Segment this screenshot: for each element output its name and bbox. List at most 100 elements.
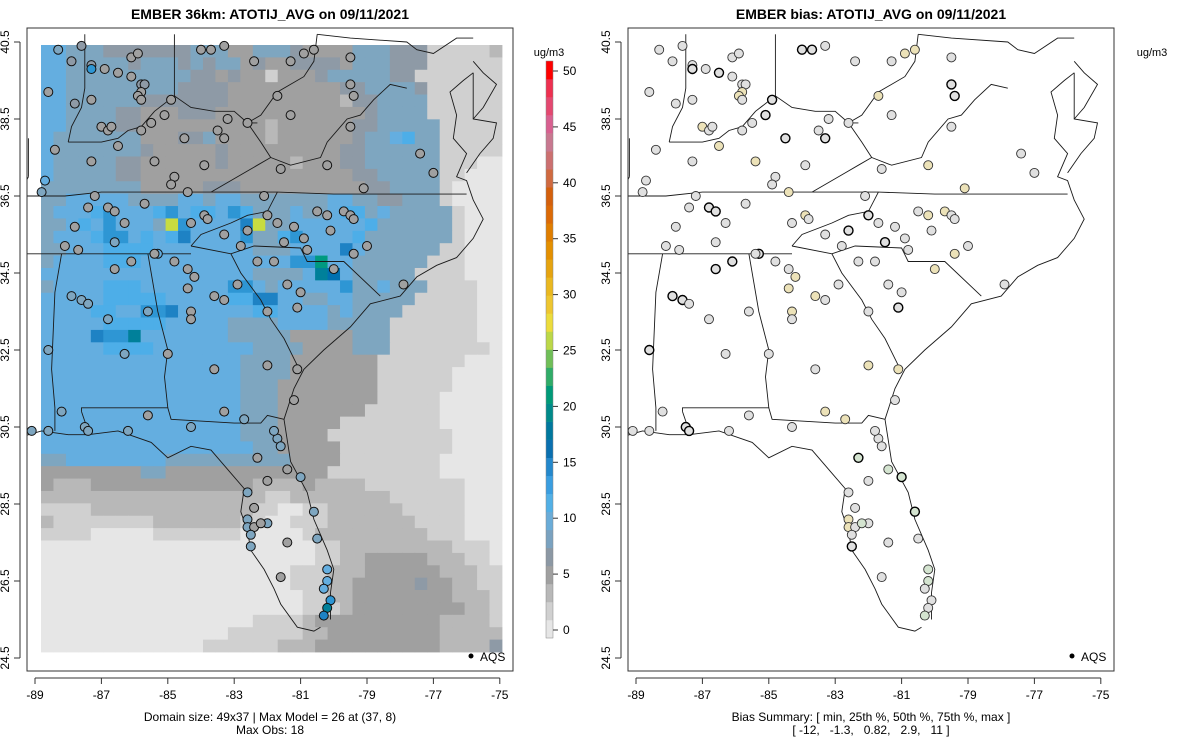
station-marker: [787, 422, 797, 432]
grid-cell: [103, 292, 117, 306]
grid-cell: [489, 317, 503, 331]
grid-cell: [65, 515, 79, 529]
grid-cell: [352, 540, 366, 554]
colorbar-swatch: [546, 295, 553, 314]
grid-cell: [327, 168, 341, 182]
station-marker: [783, 264, 794, 275]
grid-cell: [252, 82, 266, 95]
grid-cell: [364, 305, 378, 318]
grid-cell: [190, 144, 204, 157]
grid-cell: [364, 144, 378, 157]
colorbar-swatch: [546, 349, 553, 368]
station-marker: [169, 256, 180, 267]
grid-cell: [90, 503, 104, 517]
grid-cell: [153, 453, 166, 467]
grid-cell: [340, 441, 353, 455]
grid-cell: [414, 156, 428, 170]
grid-cell: [41, 552, 54, 566]
grid-cell: [41, 478, 54, 492]
grid-cell: [464, 416, 478, 430]
grid-cell: [240, 602, 254, 616]
grid-cell: [489, 292, 503, 306]
grid-cell: [327, 119, 341, 133]
grid-cell: [165, 230, 179, 244]
station-marker: [893, 364, 904, 375]
grid-cell: [377, 69, 391, 83]
grid-cell: [252, 342, 266, 356]
grid-cell: [477, 490, 490, 504]
station-marker: [149, 248, 160, 259]
station-marker: [836, 241, 847, 251]
grid-cell: [190, 193, 204, 207]
grid-cell: [202, 552, 216, 566]
grid-cell: [464, 193, 478, 207]
grid-cell: [277, 181, 291, 195]
grid-cell: [240, 267, 254, 281]
state-boundary: [67, 34, 86, 143]
grid-cell: [140, 354, 154, 368]
station-marker: [747, 117, 758, 128]
grid-cell: [178, 342, 191, 356]
grid-cell: [265, 168, 279, 182]
grid-cell: [115, 94, 129, 108]
grid-cell: [452, 627, 466, 641]
grid-cell: [414, 602, 428, 616]
grid-cell: [227, 206, 241, 219]
station-marker: [790, 271, 801, 282]
state-boundary: [669, 95, 859, 143]
grid-cell: [140, 391, 154, 405]
station-marker: [245, 541, 256, 552]
grid-cell: [377, 230, 391, 244]
grid-cell: [340, 156, 353, 170]
grid-cell: [427, 305, 441, 318]
station-marker: [76, 40, 87, 51]
grid-cell: [115, 416, 129, 430]
grid-cell: [165, 404, 179, 418]
grid-cell: [340, 379, 353, 393]
station-marker: [909, 506, 921, 517]
colorbar-swatch: [546, 331, 553, 350]
grid-cell: [340, 404, 353, 418]
grid-cell: [41, 131, 54, 145]
grid-cell: [389, 168, 403, 182]
station-marker: [853, 256, 864, 267]
grid-cell: [340, 429, 353, 442]
grid-cell: [153, 515, 166, 529]
station-marker: [308, 506, 319, 517]
grid-cell: [439, 453, 453, 467]
colorbar-swatch: [546, 151, 553, 170]
grid-cell: [128, 478, 142, 492]
grid-cell: [153, 57, 166, 71]
grid-cell: [352, 45, 366, 58]
grid-cell: [302, 540, 316, 554]
grid-cell: [414, 280, 428, 294]
grid-cell: [103, 590, 117, 603]
grid-cell: [178, 441, 191, 455]
station-marker: [876, 164, 887, 174]
station-marker: [113, 141, 123, 151]
grid-cell: [439, 552, 453, 566]
y-tick-label: 40.5: [0, 30, 12, 54]
colorbar-unit: ug/m3: [1137, 47, 1168, 59]
grid-cell: [452, 379, 466, 393]
grid-cell: [427, 218, 441, 232]
grid-cell: [78, 329, 92, 343]
grid-cell: [252, 627, 266, 641]
grid-cell: [178, 230, 191, 244]
station-marker: [358, 183, 369, 194]
grid-cell: [190, 478, 204, 492]
grid-cell: [190, 280, 204, 294]
station-marker: [232, 279, 243, 290]
grid-cell: [352, 552, 366, 566]
grid-cell: [190, 466, 204, 479]
grid-cell: [227, 577, 241, 591]
grid-cell: [340, 280, 353, 294]
grid-cell: [327, 490, 341, 504]
station-marker: [186, 314, 196, 325]
station-marker: [823, 114, 834, 124]
grid-cell: [103, 354, 117, 368]
grid-cell: [202, 453, 216, 467]
grid-cell: [265, 490, 279, 504]
grid-cell: [65, 305, 79, 318]
grid-cell: [103, 577, 117, 591]
